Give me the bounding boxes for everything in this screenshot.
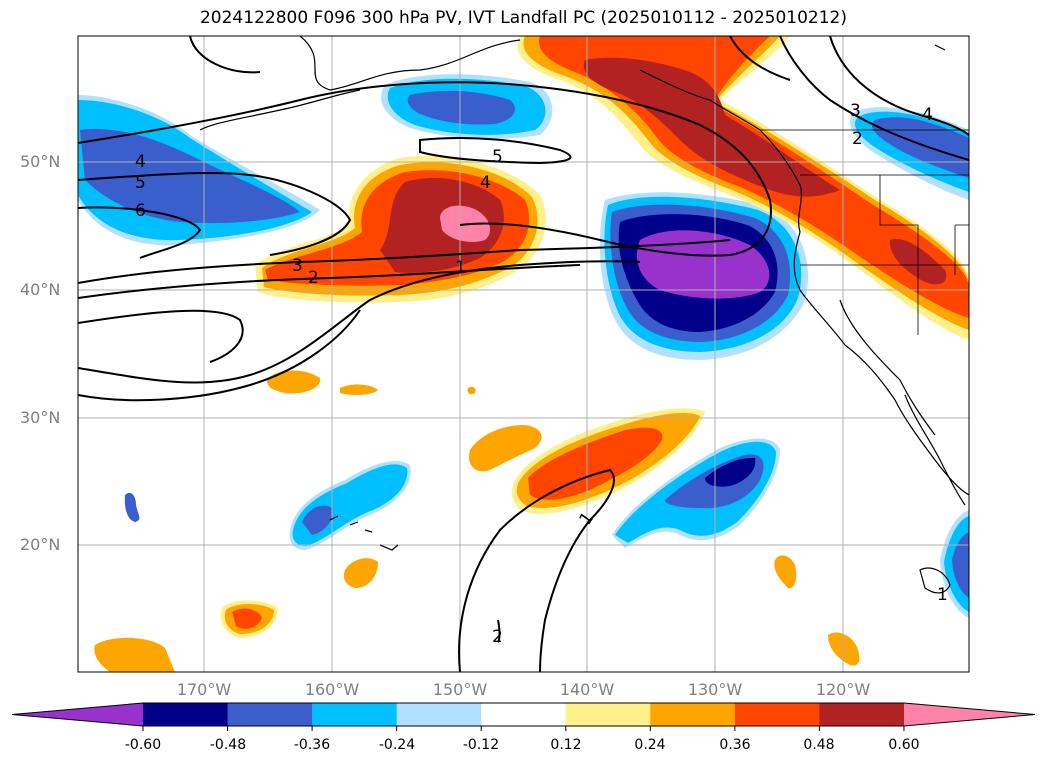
colorbar-tick-label: -0.12: [462, 737, 500, 753]
contour-label: 2: [308, 268, 319, 288]
colorbar-segment: [143, 703, 229, 726]
contours: [78, 36, 969, 672]
colorbar-segment: [565, 703, 651, 726]
contour-label: 6: [135, 201, 146, 221]
lon-label: 170°W: [176, 680, 232, 699]
contour-label: 2: [852, 129, 863, 149]
anomaly-positive-south: [343, 558, 378, 588]
anomaly-positive-small: [467, 386, 476, 395]
coastlines: [199, 36, 969, 594]
anomaly-negative-hawaii: [292, 464, 408, 546]
contour-label: 1: [455, 258, 466, 278]
contour-label: 3: [850, 101, 861, 121]
contour-label: 5: [135, 173, 146, 193]
contour-label: 1: [937, 585, 948, 605]
anomaly-positive-subtropics: [469, 425, 542, 472]
colorbar-tick-label: 0.24: [634, 737, 666, 753]
anomaly-negative-se: [952, 532, 969, 598]
anomaly-negative-ne: [636, 230, 770, 299]
colorbar: [11, 702, 1036, 731]
colorbar-segment: [227, 703, 313, 726]
anomaly-positive-south: [774, 555, 797, 589]
contour-label: 5: [492, 147, 503, 167]
colorbar-tick-label: -0.24: [378, 737, 416, 753]
colorbar-segment: [396, 703, 482, 726]
lon-label: 150°W: [432, 680, 488, 699]
lon-label: 120°W: [815, 680, 871, 699]
colorbar-segment: [481, 703, 567, 726]
colorbar-tick-label: -0.60: [124, 737, 162, 753]
colorbar-segment: [819, 703, 905, 726]
anomaly-negative-goa: [407, 90, 515, 125]
anomaly-positive-subtropics: [528, 427, 663, 500]
colorbar-segment: [312, 703, 398, 726]
colorbar-segment: [734, 703, 820, 726]
anomaly-positive-small: [340, 384, 378, 395]
lat-label: 30°N: [20, 408, 61, 427]
anomaly-negative-canada: [871, 117, 969, 178]
anomaly-negative-west: [80, 129, 300, 224]
contour-label: 4: [135, 152, 146, 172]
lat-label: 50°N: [20, 152, 61, 171]
colorbar-tick-label: 0.48: [803, 737, 835, 753]
anomaly-positive-south: [232, 608, 262, 629]
anomaly-negative-hawaii: [124, 492, 140, 522]
lat-label: 40°N: [20, 280, 61, 299]
colorbar-tick-label: 0.60: [888, 737, 920, 753]
colorbar-segment: [650, 703, 736, 726]
lon-label: 130°W: [687, 680, 743, 699]
lon-label: 140°W: [559, 680, 615, 699]
contour-label: 4: [480, 173, 491, 193]
map-title: 2024122800 F096 300 hPa PV, IVT Landfall…: [199, 8, 847, 28]
contour-label: 4: [922, 105, 933, 125]
anomaly-positive-small: [267, 370, 321, 394]
contour-labels: 4 5 6 5 4 3 2 1 3 2 4 1 1 2: [135, 101, 948, 647]
anomaly-negative-subtropics: [705, 457, 756, 487]
colorbar-tick-label: 0.36: [719, 737, 751, 753]
contour-label: 3: [292, 256, 303, 276]
colorbar-segment: [904, 703, 1035, 726]
anomaly-positive-south: [94, 637, 175, 672]
colorbar-tick-label: -0.36: [293, 737, 331, 753]
lat-label: 20°N: [20, 535, 61, 554]
colorbar-tick-label: -0.48: [209, 737, 247, 753]
shaded-anomalies: [78, 36, 969, 672]
colorbar-segment: [12, 703, 143, 726]
contour-label: 2: [492, 627, 503, 647]
anomaly-positive-south: [828, 632, 860, 666]
anomaly-negative-hawaii: [302, 505, 333, 535]
lon-label: 160°W: [304, 680, 360, 699]
colorbar-tick-label: 0.12: [550, 737, 582, 753]
map-frame: [77, 35, 970, 673]
